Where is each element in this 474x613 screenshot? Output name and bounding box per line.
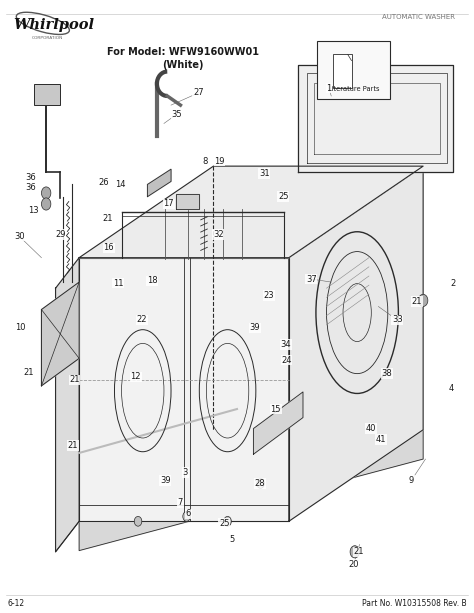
Bar — [317, 41, 390, 99]
Text: 15: 15 — [270, 405, 281, 414]
Polygon shape — [176, 194, 199, 209]
Text: For Model: WFW9160WW01: For Model: WFW9160WW01 — [107, 47, 259, 57]
Text: 21: 21 — [24, 368, 34, 377]
Polygon shape — [41, 282, 79, 386]
Text: 22: 22 — [137, 316, 147, 324]
Text: 37: 37 — [306, 275, 317, 284]
Polygon shape — [289, 166, 423, 521]
Text: Part No. W10315508 Rev. B: Part No. W10315508 Rev. B — [362, 598, 467, 607]
Text: 21: 21 — [412, 297, 422, 306]
Text: 16: 16 — [103, 243, 114, 253]
Polygon shape — [298, 66, 453, 172]
Circle shape — [257, 479, 264, 489]
Text: 31: 31 — [259, 169, 270, 178]
Text: 6: 6 — [186, 509, 191, 519]
Text: 21: 21 — [69, 375, 80, 384]
Text: 13: 13 — [28, 205, 39, 215]
Text: 14: 14 — [115, 180, 126, 189]
Text: 20: 20 — [348, 560, 359, 568]
Text: 8: 8 — [203, 157, 208, 166]
Text: 12: 12 — [130, 372, 141, 381]
Circle shape — [41, 187, 51, 199]
Text: 39: 39 — [250, 324, 260, 332]
Circle shape — [183, 511, 191, 521]
Text: 10: 10 — [15, 324, 26, 332]
Text: 17: 17 — [164, 199, 174, 208]
Text: 34: 34 — [280, 340, 291, 349]
Text: 4: 4 — [449, 384, 454, 394]
Text: 32: 32 — [213, 230, 223, 239]
Text: Whirlpool: Whirlpool — [13, 18, 94, 32]
Text: 21: 21 — [102, 213, 113, 223]
Circle shape — [350, 546, 359, 558]
Text: Literature Parts: Literature Parts — [328, 86, 379, 92]
Bar — [35, 84, 60, 105]
Text: 24: 24 — [281, 356, 292, 365]
Circle shape — [41, 198, 51, 210]
Text: 36: 36 — [25, 173, 36, 181]
Text: 38: 38 — [382, 369, 392, 378]
Polygon shape — [55, 257, 79, 552]
Text: 36: 36 — [25, 183, 36, 192]
Text: 40: 40 — [366, 424, 376, 433]
Text: 41: 41 — [376, 435, 386, 444]
Text: 3: 3 — [182, 468, 188, 477]
Text: 7: 7 — [178, 498, 183, 508]
Text: AUTOMATIC WASHER: AUTOMATIC WASHER — [382, 13, 455, 20]
Polygon shape — [254, 392, 303, 454]
Text: 27: 27 — [193, 88, 204, 97]
Text: (White): (White) — [162, 61, 203, 70]
Text: CORPORATION: CORPORATION — [32, 36, 64, 40]
Circle shape — [419, 294, 428, 306]
Text: 6-12: 6-12 — [7, 598, 24, 607]
Text: 39: 39 — [160, 476, 171, 485]
Circle shape — [224, 516, 231, 526]
Text: 33: 33 — [392, 316, 402, 324]
Text: 23: 23 — [264, 291, 274, 300]
Text: 30: 30 — [14, 232, 25, 241]
Text: 2: 2 — [450, 280, 456, 289]
Text: 28: 28 — [255, 479, 265, 488]
Text: 19: 19 — [214, 157, 225, 166]
Text: 29: 29 — [55, 230, 65, 239]
Text: 26: 26 — [99, 178, 109, 187]
Bar — [333, 55, 352, 88]
Text: 21: 21 — [353, 547, 364, 557]
Polygon shape — [79, 257, 289, 521]
Text: 9: 9 — [409, 476, 414, 485]
Text: 5: 5 — [230, 535, 235, 544]
Polygon shape — [147, 169, 171, 197]
Text: 11: 11 — [113, 279, 124, 288]
Text: 25: 25 — [219, 519, 229, 528]
Circle shape — [134, 516, 142, 526]
Polygon shape — [79, 430, 423, 550]
Text: 21: 21 — [68, 441, 78, 450]
Text: 35: 35 — [172, 110, 182, 119]
Text: 25: 25 — [278, 192, 289, 201]
Polygon shape — [79, 166, 423, 257]
Text: 1: 1 — [326, 83, 331, 93]
Text: 18: 18 — [147, 276, 157, 286]
